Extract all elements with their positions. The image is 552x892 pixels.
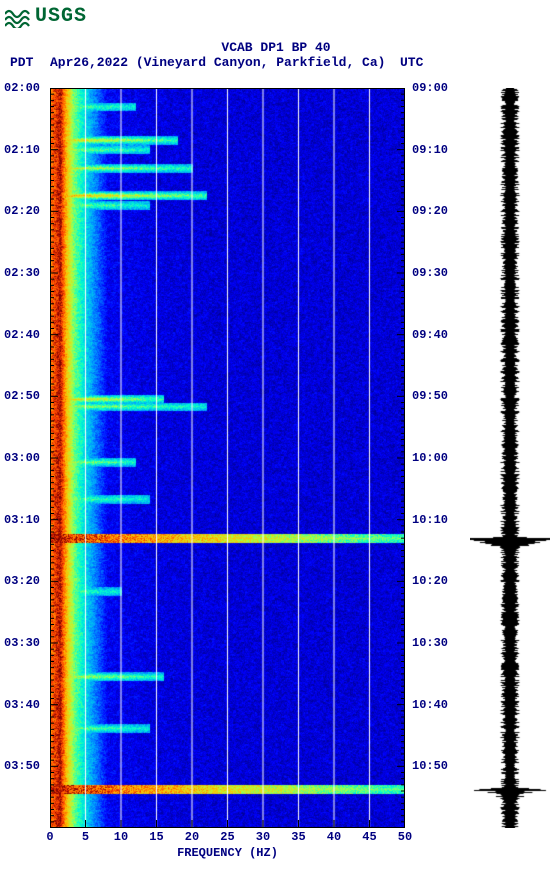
- y-axis-right: 09:0009:1009:2009:3009:4009:5010:0010:10…: [408, 88, 462, 828]
- location-date-label: Apr26,2022 (Vineyard Canyon, Parkfield, …: [50, 55, 385, 70]
- wave-icon: [5, 6, 31, 28]
- y-right-tick: 10:50: [412, 759, 448, 773]
- y-right-tick: 09:30: [412, 266, 448, 280]
- y-left-tick: 03:00: [4, 451, 40, 465]
- x-tick: 45: [362, 830, 376, 844]
- x-tick: 10: [114, 830, 128, 844]
- x-tick: 15: [149, 830, 163, 844]
- y-right-tick: 09:40: [412, 328, 448, 342]
- y-right-tick: 09:00: [412, 81, 448, 95]
- y-left-tick: 03:40: [4, 698, 40, 712]
- right-timezone-label: UTC: [400, 55, 423, 70]
- y-left-tick: 03:30: [4, 636, 40, 650]
- x-tick: 50: [398, 830, 412, 844]
- spectrogram-plot: [50, 88, 405, 828]
- x-tick: 0: [46, 830, 53, 844]
- y-left-tick: 03:10: [4, 513, 40, 527]
- y-right-tick: 10:40: [412, 698, 448, 712]
- logo-text: USGS: [35, 5, 87, 28]
- x-tick: 30: [256, 830, 270, 844]
- y-axis-left: 02:0002:1002:2002:3002:4002:5003:0003:10…: [0, 88, 52, 828]
- y-right-tick: 10:20: [412, 574, 448, 588]
- x-tick: 25: [220, 830, 234, 844]
- y-left-tick: 02:30: [4, 266, 40, 280]
- waveform-canvas: [470, 88, 550, 828]
- x-tick: 20: [185, 830, 199, 844]
- y-right-tick: 09:50: [412, 389, 448, 403]
- y-right-tick: 10:10: [412, 513, 448, 527]
- y-right-tick: 10:30: [412, 636, 448, 650]
- y-left-tick: 02:20: [4, 204, 40, 218]
- x-tick: 5: [82, 830, 89, 844]
- waveform-panel: [470, 88, 550, 828]
- x-axis-label: FREQUENCY (HZ): [50, 846, 405, 860]
- y-left-tick: 02:10: [4, 143, 40, 157]
- y-left-tick: 02:40: [4, 328, 40, 342]
- x-tick: 35: [291, 830, 305, 844]
- x-tick: 40: [327, 830, 341, 844]
- y-left-tick: 03:50: [4, 759, 40, 773]
- usgs-logo: USGS: [5, 5, 87, 28]
- y-left-tick: 02:50: [4, 389, 40, 403]
- y-left-tick: 02:00: [4, 81, 40, 95]
- y-right-tick: 09:10: [412, 143, 448, 157]
- y-left-tick: 03:20: [4, 574, 40, 588]
- left-timezone-label: PDT: [10, 55, 33, 70]
- spectrogram-canvas: [50, 88, 405, 828]
- y-right-tick: 10:00: [412, 451, 448, 465]
- chart-title: VCAB DP1 BP 40: [0, 40, 552, 55]
- y-right-tick: 09:20: [412, 204, 448, 218]
